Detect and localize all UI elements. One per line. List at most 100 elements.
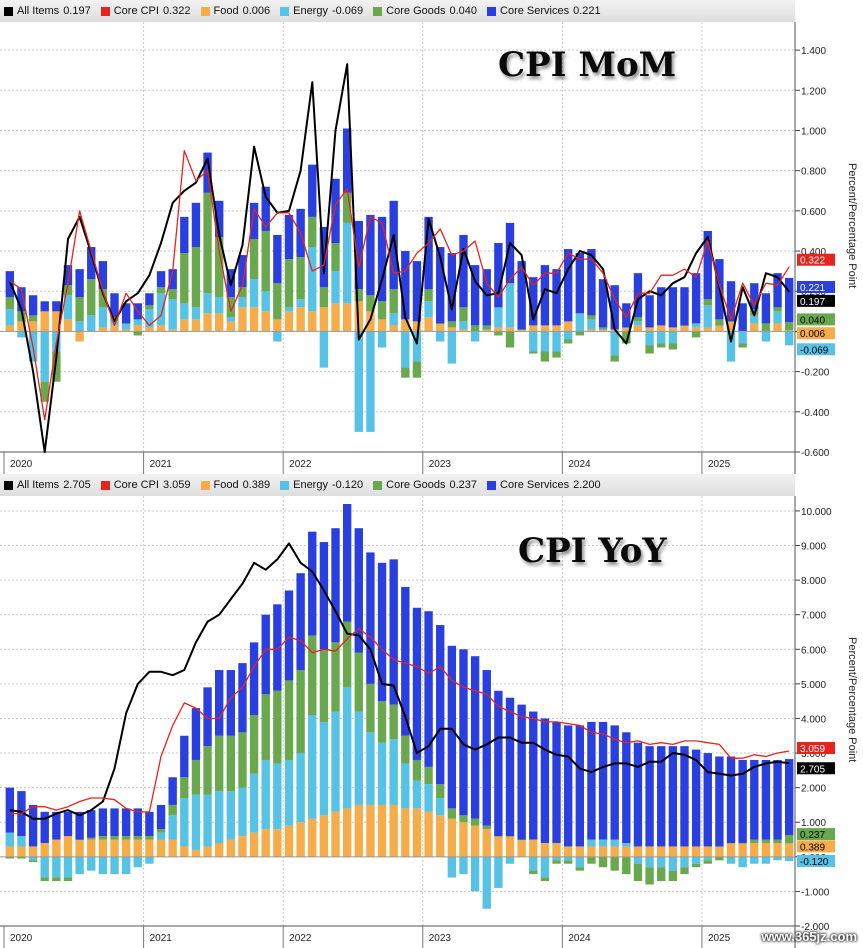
yoy-bar-core-goods	[459, 815, 468, 823]
mom-bar-core-goods	[401, 367, 410, 378]
mom-bar-food	[633, 325, 643, 332]
yoy-bar-energy	[284, 759, 294, 826]
mom-legend-name: All Items	[17, 5, 60, 17]
yoy-bar-energy	[28, 856, 38, 861]
yoy-bar-core-goods	[180, 777, 189, 799]
mom-bar-core-services	[63, 265, 73, 286]
yoy-bar-food	[249, 832, 259, 857]
yoy-xtick-label: 2021	[150, 933, 173, 944]
yoy-bar-core-services	[563, 725, 573, 847]
mom-value-tag-bg	[797, 313, 835, 326]
mom-bar-energy	[17, 331, 26, 338]
yoy-bar-energy	[226, 791, 236, 840]
yoy-legend-swatch	[200, 480, 210, 490]
mom-bar-core-services	[156, 271, 166, 288]
mom-bar-core-goods	[98, 289, 108, 308]
yoy-bar-energy	[366, 732, 375, 805]
mom-bar-food	[145, 327, 154, 332]
yoy-bar-core-services	[377, 562, 387, 702]
mom-bar-core-services	[738, 303, 747, 332]
mom-value-tag: 0.006	[800, 329, 825, 340]
yoy-bar-food	[226, 839, 236, 857]
mom-bar-core-services	[645, 295, 654, 328]
mom-bar-food	[98, 327, 108, 332]
mom-bar-food	[284, 311, 294, 332]
mom-bar-core-goods	[145, 305, 154, 310]
yoy-ytick-label: 9.000	[801, 542, 826, 553]
mom-bar-food	[226, 321, 236, 332]
mom-bar-core-services	[563, 249, 573, 322]
mom-bar-core-services	[40, 301, 49, 312]
mom-bar-energy	[156, 293, 166, 326]
yoy-ytick-label: -1.000	[801, 887, 830, 898]
mom-bar-food	[133, 325, 142, 332]
mom-bar-food	[191, 319, 201, 332]
mom-bar-core-goods	[180, 253, 189, 304]
yoy-legend-swatch	[280, 480, 290, 490]
mom-bar-core-services	[657, 287, 666, 326]
yoy-bar-energy	[87, 856, 96, 871]
mom-value-tag: 0.197	[800, 297, 825, 308]
mom-bar-core-goods	[668, 343, 678, 350]
yoy-bar-core-services	[540, 718, 550, 843]
mom-bar-core-goods	[610, 355, 619, 362]
mom-bar-core-services	[447, 253, 457, 322]
mom-bar-core-goods	[540, 351, 550, 362]
mom-value-tag: 0.322	[800, 256, 825, 267]
mom-bar-core-services	[28, 295, 38, 316]
yoy-bar-core-goods	[145, 836, 154, 840]
yoy-bar-core-goods	[726, 842, 736, 844]
mom-legend-swatch	[280, 6, 290, 16]
mom-bar-food	[296, 307, 305, 332]
yoy-bar-core-services	[121, 808, 131, 837]
yoy-bar-food	[784, 843, 794, 857]
yoy-bar-core-services	[238, 663, 247, 733]
yoy-bar-core-goods	[331, 642, 340, 712]
yoy-bar-food	[691, 846, 701, 857]
mom-bar-food	[110, 325, 119, 332]
yoy-bar-core-services	[575, 725, 584, 847]
mom-bar-core-goods	[773, 307, 782, 312]
yoy-bar-core-services	[40, 811, 49, 843]
yoy-bar-core-services	[342, 504, 352, 622]
yoy-bar-core-goods	[40, 877, 49, 882]
yoy-bar-energy	[773, 856, 782, 861]
yoy-legend-value: 2.705	[63, 479, 91, 491]
mom-xtick-label: 2020	[10, 459, 33, 470]
yoy-bar-core-services	[308, 531, 317, 636]
mom-bar-core-services	[342, 128, 352, 193]
mom-bar-food	[238, 307, 247, 332]
yoy-bar-energy	[657, 856, 666, 868]
mom-bar-core-goods	[203, 192, 212, 294]
mom-legend-name: Core Services	[500, 5, 570, 17]
mom-bar-core-services	[401, 251, 410, 320]
mom-bar-core-services	[377, 216, 387, 302]
yoy-bar-core-services	[680, 746, 689, 847]
mom-legend-name: Core Goods	[386, 5, 446, 17]
mom-bar-core-services	[273, 234, 282, 284]
yoy-bar-energy	[180, 798, 189, 847]
yoy-bar-food	[622, 846, 631, 857]
mom-bar-core-services	[598, 279, 608, 328]
mom-bar-core-goods	[505, 331, 515, 348]
mom-bar-energy	[203, 293, 212, 314]
mom-bar-core-goods	[482, 325, 491, 330]
yoy-legend-name: Energy	[293, 479, 328, 491]
yoy-legend-item: Energy -0.120	[280, 479, 363, 491]
mom-value-tag: 0.221	[800, 283, 825, 294]
mom-bar-energy	[238, 297, 247, 308]
yoy-bar-energy	[389, 739, 398, 805]
yoy-legend-item: Core Goods 0.237	[373, 479, 477, 491]
yoy-bar-core-services	[587, 721, 596, 840]
yoy-bar-core-services	[668, 746, 678, 847]
yoy-value-tag-bg	[797, 742, 835, 755]
mom-bar-core-goods	[331, 243, 340, 272]
mom-legend-name: Core CPI	[113, 5, 159, 17]
mom-bar-core-services	[308, 164, 317, 217]
mom-ytick-label: 1.400	[801, 46, 826, 57]
yoy-legend-value: 3.059	[162, 479, 191, 491]
mom-bar-energy	[319, 331, 329, 368]
mom-bar-core-services	[412, 261, 422, 322]
yoy-bar-core-goods	[680, 867, 689, 875]
mom-bar-energy	[121, 323, 131, 330]
